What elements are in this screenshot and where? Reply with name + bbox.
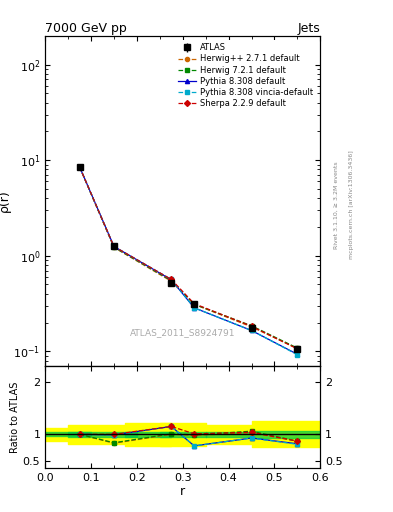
Herwig++ 2.7.1 default — [192, 301, 196, 307]
Herwig 7.2.1 default — [295, 345, 300, 351]
Pythia 8.308 default — [112, 243, 116, 249]
Sherpa 2.2.9 default — [192, 301, 196, 307]
Sherpa 2.2.9 default — [169, 276, 174, 283]
Pythia 8.308 default — [77, 164, 82, 170]
Y-axis label: ρ(r): ρ(r) — [0, 189, 11, 212]
Pythia 8.308 vincia-default — [295, 352, 300, 358]
Herwig 7.2.1 default — [77, 164, 82, 170]
Line: Pythia 8.308 default: Pythia 8.308 default — [77, 165, 299, 356]
Text: Rivet 3.1.10, ≥ 3.2M events: Rivet 3.1.10, ≥ 3.2M events — [334, 161, 338, 249]
Pythia 8.308 vincia-default — [112, 243, 116, 249]
Herwig++ 2.7.1 default — [249, 324, 254, 330]
Line: Sherpa 2.2.9 default: Sherpa 2.2.9 default — [77, 165, 299, 351]
Herwig 7.2.1 default — [249, 323, 254, 329]
Pythia 8.308 default — [169, 276, 174, 283]
Y-axis label: Ratio to ATLAS: Ratio to ATLAS — [10, 381, 20, 453]
Herwig++ 2.7.1 default — [112, 244, 116, 250]
Herwig++ 2.7.1 default — [77, 164, 82, 170]
Herwig 7.2.1 default — [192, 301, 196, 307]
Pythia 8.308 default — [295, 351, 300, 357]
Herwig 7.2.1 default — [169, 278, 174, 284]
Pythia 8.308 vincia-default — [249, 327, 254, 333]
Pythia 8.308 default — [249, 327, 254, 333]
Legend: ATLAS, Herwig++ 2.7.1 default, Herwig 7.2.1 default, Pythia 8.308 default, Pythi: ATLAS, Herwig++ 2.7.1 default, Herwig 7.… — [174, 40, 316, 111]
Herwig++ 2.7.1 default — [295, 346, 300, 352]
Line: Herwig 7.2.1 default: Herwig 7.2.1 default — [77, 165, 299, 350]
Pythia 8.308 vincia-default — [169, 276, 174, 283]
Sherpa 2.2.9 default — [249, 323, 254, 329]
Pythia 8.308 vincia-default — [77, 164, 82, 170]
Pythia 8.308 vincia-default — [192, 305, 196, 311]
Herwig++ 2.7.1 default — [169, 278, 174, 284]
Text: mcplots.cern.ch [arXiv:1306.3436]: mcplots.cern.ch [arXiv:1306.3436] — [349, 151, 354, 259]
Sherpa 2.2.9 default — [77, 164, 82, 170]
Text: Jets: Jets — [298, 22, 320, 35]
Herwig 7.2.1 default — [112, 244, 116, 250]
X-axis label: r: r — [180, 485, 185, 498]
Text: ATLAS_2011_S8924791: ATLAS_2011_S8924791 — [130, 329, 235, 337]
Text: 7000 GeV pp: 7000 GeV pp — [45, 22, 127, 35]
Sherpa 2.2.9 default — [295, 346, 300, 352]
Line: Herwig++ 2.7.1 default: Herwig++ 2.7.1 default — [77, 165, 299, 351]
Line: Pythia 8.308 vincia-default: Pythia 8.308 vincia-default — [77, 165, 299, 357]
Sherpa 2.2.9 default — [112, 243, 116, 249]
Pythia 8.308 default — [192, 305, 196, 311]
